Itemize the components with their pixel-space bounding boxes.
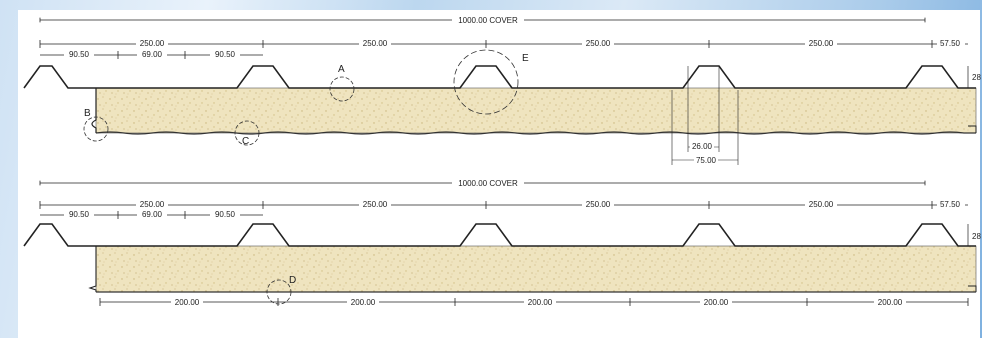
top-rib-height: 28	[972, 73, 981, 82]
top-liner	[95, 131, 976, 135]
bottom-spacing-3: 250.00	[586, 200, 611, 209]
callout-circle-b	[83, 116, 109, 142]
bottom-lower-dim-3: 200.00	[528, 298, 553, 307]
bottom-sub-dim-2: 69.00	[142, 210, 163, 219]
top-sub-dim-3: 90.50	[215, 50, 236, 59]
callout-circle-a	[329, 76, 355, 102]
top-end-offset: 57.50	[940, 39, 961, 48]
bottom-rib-height: 28	[972, 232, 981, 241]
top-cover-label: 1000.00 COVER	[458, 16, 518, 25]
top-spacing-3: 250.00	[586, 39, 611, 48]
bottom-steel-profile	[23, 223, 976, 247]
top-panel: 1000.00 COVER 250.00 250.00 250.00 250.0…	[23, 14, 981, 165]
top-foam-core	[95, 87, 977, 134]
callout-circle-d	[266, 279, 292, 305]
bottom-spacing-4: 250.00	[809, 200, 834, 209]
top-sub-dim-1: 90.50	[69, 50, 90, 59]
bottom-lower-dim-4: 200.00	[704, 298, 729, 307]
rib-top-dim: 26.00	[692, 142, 713, 151]
top-spacing-4: 250.00	[809, 39, 834, 48]
bottom-spacing-1: 250.00	[140, 200, 165, 209]
top-spacing-1: 250.00	[140, 39, 165, 48]
bottom-lower-dim-5: 200.00	[878, 298, 903, 307]
callout-label-a: A	[338, 64, 345, 75]
top-spacing-2: 250.00	[363, 39, 388, 48]
bottom-lower-dim-2: 200.00	[351, 298, 376, 307]
rib-base-dim: 75.00	[696, 156, 717, 165]
callout-circle-e	[453, 49, 519, 115]
bottom-sub-dim-3: 90.50	[215, 210, 236, 219]
bottom-sub-dim-1: 90.50	[69, 210, 90, 219]
top-sub-dim-2: 69.00	[142, 50, 163, 59]
bottom-cover-label: 1000.00 COVER	[458, 179, 518, 188]
callout-label-e: E	[522, 53, 529, 64]
bottom-foam-core	[95, 245, 977, 293]
callout-circle-c	[234, 120, 260, 146]
callout-label-d: D	[289, 275, 296, 286]
bottom-lower-dim-1: 200.00	[175, 298, 200, 307]
bottom-panel: 1000.00 COVER 250.00 250.00 250.00 250.0…	[23, 177, 981, 307]
bottom-end-offset: 57.50	[940, 200, 961, 209]
callout-label-b: B	[84, 108, 91, 119]
top-steel-profile	[23, 65, 976, 89]
bottom-spacing-2: 250.00	[363, 200, 388, 209]
callout-label-c: C	[242, 136, 249, 147]
